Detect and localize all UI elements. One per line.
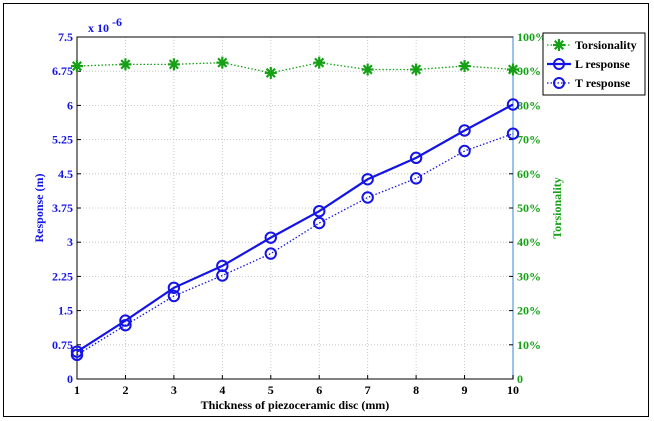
y-tick-label-left: 3.75	[52, 201, 73, 215]
x-tick-label: 2	[122, 383, 128, 397]
legend-marker-l-response	[553, 58, 565, 70]
x-tick-label: 1	[74, 383, 80, 397]
scale-note: x 10	[88, 21, 109, 35]
y-tick-label-right: 10%	[517, 338, 541, 352]
series-line-l-response	[76, 103, 514, 353]
y-tick-label-left: 5.25	[52, 133, 73, 147]
point-l-response	[506, 98, 520, 111]
point-t-response	[216, 269, 229, 282]
point-torsionality	[216, 56, 229, 69]
y-tick-label-right: 90%	[517, 64, 541, 78]
y-tick-label-right: 40%	[517, 235, 541, 249]
point-l-response	[409, 151, 423, 165]
y-tick-label-left: 0	[67, 372, 73, 386]
point-torsionality	[167, 58, 180, 71]
point-t-response	[506, 127, 520, 140]
x-tick-label: 8	[413, 383, 419, 397]
y-tick-label-right: 100%	[517, 30, 547, 44]
x-tick-label: 6	[316, 383, 322, 397]
point-l-response	[458, 124, 471, 137]
y-tick-label-left: 4.5	[58, 167, 73, 181]
grid-layer	[77, 37, 513, 379]
y-tick-label-left: 6	[67, 98, 73, 112]
plot-area	[76, 36, 514, 380]
y-axis-label-left: Response (m)	[32, 174, 46, 243]
point-t-response	[119, 318, 132, 332]
x-tick-label: 3	[171, 383, 177, 397]
point-t-response	[70, 348, 84, 362]
y-tick-label-right: 80%	[517, 98, 541, 112]
y-tick-label-left: 1.5	[58, 304, 73, 318]
y-tick-label-left: 6.75	[52, 64, 73, 78]
point-l-response	[361, 173, 374, 186]
point-torsionality	[507, 63, 519, 76]
legend-label-l-response: L response	[575, 57, 630, 71]
series-layer	[70, 56, 520, 362]
chart-frame: 1 2 3 4 5 6 7 8 9 10 0 0.75 1.5 2.25 3 3.75 4.5 5.25 6 6.75…	[3, 3, 649, 417]
y-tick-label-right: 0	[517, 372, 523, 386]
x-tick-label: 9	[462, 383, 468, 397]
point-l-response	[264, 231, 277, 244]
point-l-response	[313, 204, 326, 218]
point-torsionality	[361, 63, 374, 76]
y-tick-label-right: 70%	[517, 133, 541, 147]
series-line-torsionality	[76, 61, 514, 74]
series-line-t-response	[76, 133, 514, 356]
point-torsionality	[264, 66, 277, 79]
point-t-response	[409, 172, 423, 185]
legend-label-torsionality: Torsionality	[575, 38, 637, 52]
legend-marker-t-response	[553, 77, 565, 89]
y-axis-label-right: Torsionality	[550, 177, 564, 239]
x-tick-label: 4	[219, 383, 225, 397]
legend-marker-torsionality	[553, 39, 565, 51]
point-torsionality	[71, 60, 83, 73]
y-tick-label-right: 30%	[517, 269, 541, 283]
legend: Torsionality L response T response	[542, 32, 646, 96]
y-tick-label-left: 0.75	[52, 338, 73, 352]
x-axis-label: Thickness of piezoceramic disc (mm)	[201, 398, 390, 412]
y-tick-label-right: 60%	[517, 167, 541, 181]
y-tick-label-right: 50%	[517, 201, 541, 215]
point-torsionality	[119, 58, 132, 71]
y-tick-label-left: 3	[67, 235, 73, 249]
point-t-response	[167, 289, 181, 303]
chart-svg: 1 2 3 4 5 6 7 8 9 1000.751.52.2533.754.55.2566.75…	[32, 15, 646, 412]
point-t-response	[458, 144, 471, 158]
legend-label-t-response: T response	[575, 76, 631, 90]
scale-note-exponent: -6	[112, 15, 122, 29]
point-t-response	[313, 216, 326, 230]
point-t-response	[264, 247, 277, 260]
y-tick-label-left: 2.25	[52, 269, 73, 283]
y-tick-label-left: 7.5	[58, 30, 73, 44]
point-torsionality	[313, 56, 326, 69]
y-tick-label-right: 20%	[517, 304, 541, 318]
ticks-layer: 1 2 3 4 5 6 7 8 9 1000.751.52.2533.754.55.2566.75…	[52, 30, 547, 397]
x-tick-label: 5	[268, 383, 274, 397]
point-l-response	[167, 281, 181, 294]
point-torsionality	[410, 63, 423, 76]
x-tick-label: 10	[507, 383, 519, 397]
point-t-response	[361, 191, 374, 204]
point-torsionality	[458, 60, 471, 73]
x-tick-label: 7	[365, 383, 371, 397]
